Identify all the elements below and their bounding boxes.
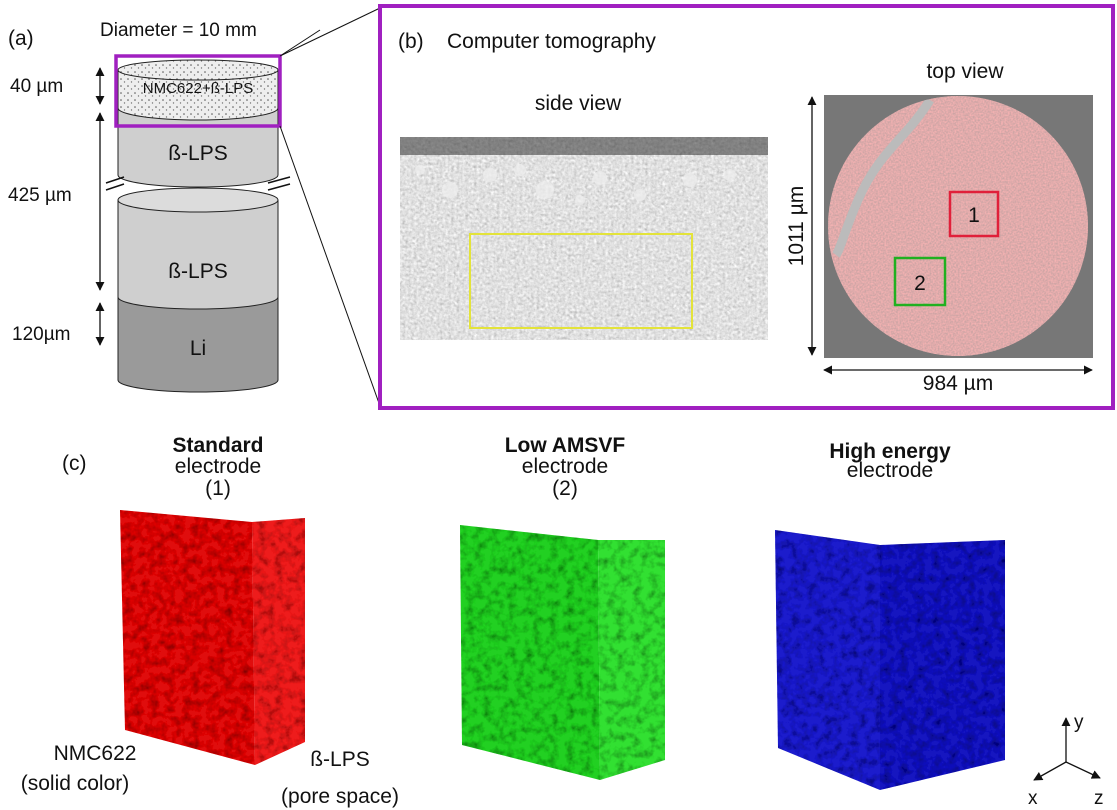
thickness: 40 µm — [10, 76, 63, 97]
layer-label: Li — [190, 337, 206, 360]
dimension: 1011 µm — [785, 186, 808, 267]
electrode-high-energy — [775, 530, 1005, 790]
panel-title: Computer tomography — [447, 30, 656, 53]
annotation: ß-LPS — [310, 748, 370, 771]
axis-arrow — [1034, 762, 1066, 780]
annotation: (solid color) — [21, 772, 130, 795]
electrode-kind: electrode — [847, 459, 933, 482]
leader — [280, 30, 320, 56]
view-label: side view — [535, 92, 622, 115]
figure: (a) Diameter = 10 mm NMC622+ß-LPS ß-LPS … — [0, 0, 1117, 810]
region-label: 2 — [914, 272, 926, 295]
cap — [118, 188, 278, 212]
layer-label: ß-LPS — [168, 142, 228, 165]
annotation: NMC622 — [54, 742, 137, 765]
electrode-kind: electrode — [522, 455, 608, 478]
electrode-name: Standard — [172, 434, 263, 457]
axis-label: x — [1028, 788, 1038, 809]
lps-layer — [118, 200, 278, 309]
electrode-region: (1) — [205, 477, 231, 500]
electrode-standard — [120, 510, 305, 765]
thickness: 425 µm — [8, 185, 72, 206]
ct-top-band — [400, 137, 768, 155]
layer-label: NMC622+ß-LPS — [143, 80, 253, 97]
axis-arrow — [1066, 762, 1100, 778]
sample-texture — [828, 96, 1088, 356]
layer-label: ß-LPS — [168, 260, 228, 283]
panel-label: (a) — [8, 27, 34, 50]
panel-label: (c) — [62, 452, 87, 475]
panel-c: (c) Standard electrode (1) Low AMSVF ele… — [21, 434, 1104, 809]
electrode-name: Low AMSVF — [505, 434, 626, 457]
electrode-low-amsvf — [460, 525, 665, 780]
axis-label: y — [1074, 712, 1084, 733]
electrode-region: (2) — [552, 477, 578, 500]
panel-a: (a) Diameter = 10 mm NMC622+ß-LPS ß-LPS … — [8, 20, 320, 392]
leader — [280, 126, 380, 406]
cap — [118, 60, 278, 80]
panel-label: (b) — [398, 30, 424, 53]
panel-b: (b) Computer tomography side view top vi… — [280, 6, 1113, 408]
thickness: 120µm — [12, 324, 70, 345]
electrode-kind: electrode — [175, 455, 261, 478]
diameter: Diameter = 10 mm — [100, 20, 257, 41]
ct-side-image — [400, 137, 768, 340]
axis-label: z — [1094, 788, 1104, 809]
leader — [280, 8, 380, 56]
annotation: (pore space) — [281, 785, 399, 808]
view-label: top view — [926, 60, 1004, 83]
region-label: 1 — [968, 204, 980, 227]
dimension: 984 µm — [923, 372, 993, 395]
